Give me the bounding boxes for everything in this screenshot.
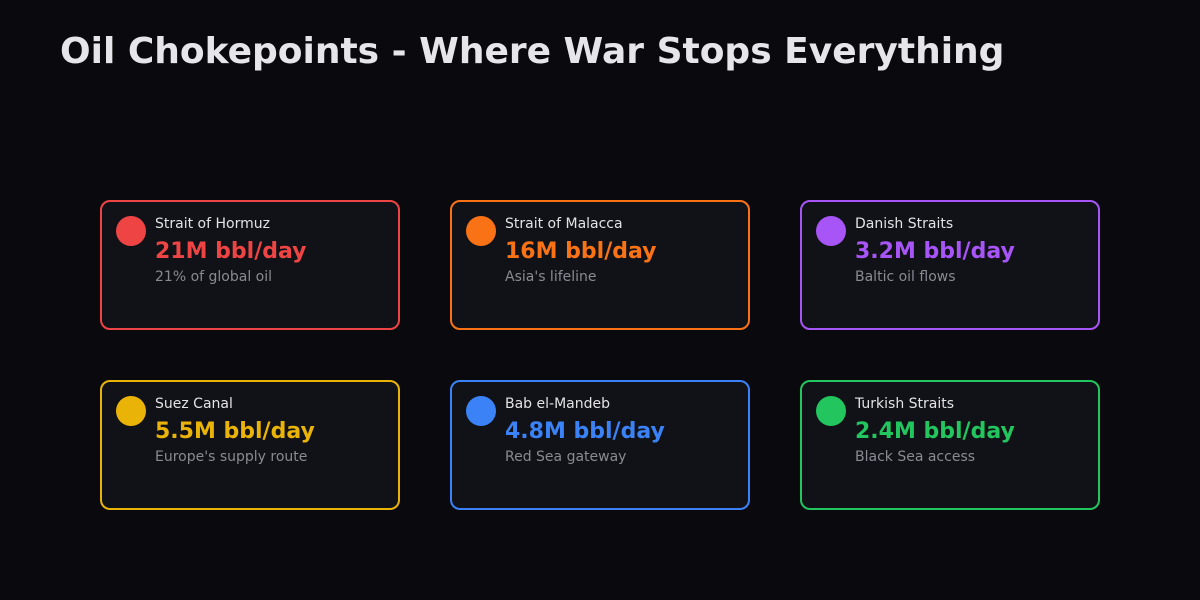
chokepoint-name: Danish Straits: [855, 216, 954, 232]
chokepoint-note: Asia's lifeline: [505, 269, 597, 285]
chokepoint-name: Strait of Malacca: [505, 216, 623, 232]
chokepoint-name: Turkish Straits: [855, 396, 955, 412]
chokepoint-name: Bab el-Mandeb: [505, 396, 610, 412]
page-title: Oil Chokepoints - Where War Stops Everyt…: [60, 31, 1005, 72]
chokepoint-flow: 5.5M bbl/day: [155, 419, 315, 444]
chokepoint-card-turkish: Turkish Straits 2.4M bbl/day Black Sea a…: [800, 380, 1100, 510]
chokepoint-flow: 2.4M bbl/day: [855, 419, 1015, 444]
chokepoint-card-bab-el-mandeb: Bab el-Mandeb 4.8M bbl/day Red Sea gatew…: [450, 380, 750, 510]
chokepoint-card-danish: Danish Straits 3.2M bbl/day Baltic oil f…: [800, 200, 1100, 330]
chokepoint-flow: 3.2M bbl/day: [855, 239, 1015, 264]
chokepoint-note: Baltic oil flows: [855, 269, 956, 285]
chokepoint-name: Suez Canal: [155, 396, 233, 412]
chokepoint-card-malacca: Strait of Malacca 16M bbl/day Asia's lif…: [450, 200, 750, 330]
chokepoint-note: Europe's supply route: [155, 449, 308, 465]
chokepoint-note: 21% of global oil: [155, 269, 273, 285]
chokepoint-flow: 4.8M bbl/day: [505, 419, 665, 444]
chokepoint-name: Strait of Hormuz: [155, 216, 270, 232]
status-dot-icon: [116, 216, 146, 246]
chokepoint-note: Black Sea access: [855, 449, 976, 465]
chokepoint-card-suez: Suez Canal 5.5M bbl/day Europe's supply …: [100, 380, 400, 510]
status-dot-icon: [816, 396, 846, 426]
chokepoint-flow: 16M bbl/day: [505, 239, 657, 264]
chokepoint-flow: 21M bbl/day: [155, 239, 307, 264]
status-dot-icon: [466, 216, 496, 246]
chokepoint-note: Red Sea gateway: [505, 449, 627, 465]
status-dot-icon: [466, 396, 496, 426]
chokepoint-card-hormuz: Strait of Hormuz 21M bbl/day 21% of glob…: [100, 200, 400, 330]
status-dot-icon: [116, 396, 146, 426]
status-dot-icon: [816, 216, 846, 246]
